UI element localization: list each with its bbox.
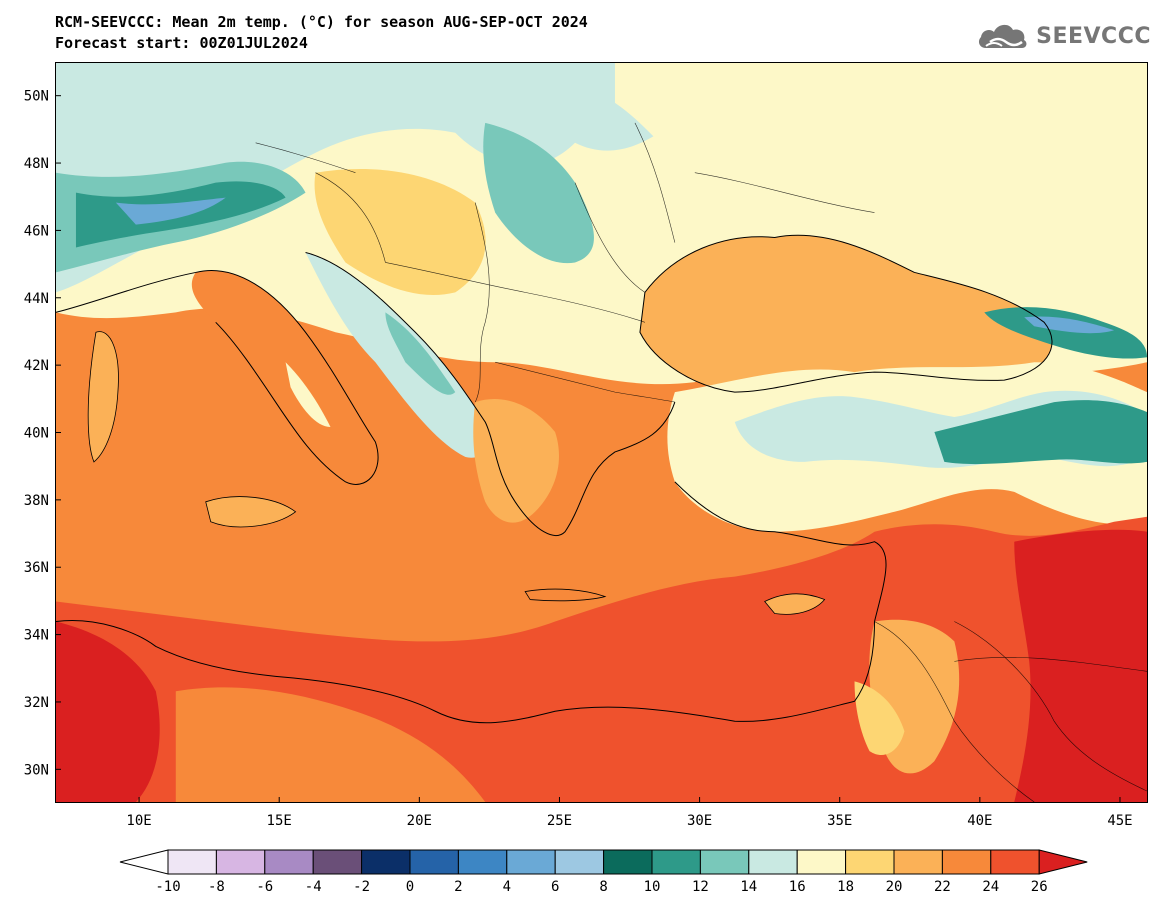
map-panel	[55, 62, 1148, 803]
coastlines	[56, 234, 1053, 724]
region-libya-coast	[175, 687, 486, 802]
colorbar-label: 16	[789, 879, 806, 895]
region-jordan-plateau	[854, 681, 905, 756]
colorbar-label: 14	[740, 879, 757, 895]
colorbar-label: -4	[305, 879, 322, 895]
colorbar-swatch	[845, 849, 895, 875]
colorbar-swatch	[167, 849, 217, 875]
colorbar-labels: -10 -8 -6 -4 -2 0 2 4 6 8 10 12 14 16 18 20 22 24 26	[155, 879, 1047, 895]
region-sahara-west	[56, 621, 160, 802]
colorbar-label: 24	[982, 879, 999, 895]
colorbar-label: 20	[886, 879, 903, 895]
region-greece	[473, 398, 560, 523]
colorbar-label: 2	[454, 879, 462, 895]
colorbar-swatch	[603, 849, 653, 875]
colorbar-swatch	[457, 849, 508, 875]
country-borders	[255, 122, 1147, 802]
region-carpathians	[483, 122, 594, 264]
colorbar-label: -2	[353, 879, 370, 895]
region-dinaric-high	[385, 312, 456, 395]
brand-name: SEEVCCC	[1036, 23, 1151, 49]
colorbar-swatch	[409, 849, 459, 875]
region-dinaric	[305, 252, 490, 458]
colorbar-swatch	[796, 849, 847, 875]
colorbar-label: 18	[837, 879, 854, 895]
colorbar-under-triangle	[119, 849, 169, 875]
colorbar-swatch	[990, 849, 1040, 875]
colorbar-label: 22	[934, 879, 951, 895]
island-crete	[524, 588, 607, 602]
colorbar-label: 12	[692, 879, 709, 895]
island-sardinia-corsica	[87, 331, 119, 463]
colorbar-swatches	[119, 849, 1088, 875]
colorbar-swatch	[312, 849, 363, 875]
region-far-north	[56, 63, 1147, 293]
colorbar-swatch	[554, 849, 605, 875]
colorbar-label: 6	[551, 879, 559, 895]
region-apennines	[285, 362, 331, 428]
colorbar-label: -6	[256, 879, 273, 895]
region-east-anatolia	[934, 400, 1147, 465]
colorbar-swatch	[893, 849, 943, 875]
temperature-map	[56, 63, 1147, 802]
colorbar-swatch	[215, 849, 266, 875]
colorbar-over-triangle	[1038, 849, 1088, 875]
colorbar-label: -10	[155, 879, 180, 895]
colorbar-label: 10	[644, 879, 661, 895]
colorbar-swatch	[941, 849, 992, 875]
brand-logo: SEEVCCC	[976, 20, 1151, 52]
title-line-2: Forecast start: 00Z01JUL2024	[55, 34, 308, 52]
colorbar-swatch	[699, 849, 750, 875]
colorbar-label: 8	[599, 879, 607, 895]
colorbar-label: 4	[503, 879, 511, 895]
region-mesopotamia	[1014, 529, 1147, 802]
region-pannonian	[314, 168, 486, 296]
title-line-1: RCM-SEEVCCC: Mean 2m temp. (°C) for seas…	[55, 13, 588, 31]
region-northeast-steppe	[614, 63, 1147, 273]
colorbar-swatch	[264, 849, 314, 875]
region-black-sea	[639, 235, 1053, 393]
map-title: RCM-SEEVCCC: Mean 2m temp. (°C) for seas…	[55, 12, 588, 54]
colorbar-swatch	[361, 849, 411, 875]
region-alps-peak	[115, 197, 226, 225]
region-italy	[191, 270, 379, 485]
island-sicily	[205, 496, 297, 528]
region-caucasus-peak	[1024, 316, 1115, 334]
colorbar-swatch	[748, 849, 798, 875]
island-cyprus	[764, 593, 826, 615]
colorbar-label: -8	[208, 879, 225, 895]
colorbar-swatch	[506, 849, 556, 875]
colorbar-label: 0	[406, 879, 414, 895]
cloud-logo-icon	[979, 24, 1027, 48]
region-caucasus	[984, 307, 1147, 359]
colorbar-swatch	[651, 849, 701, 875]
colorbar-label: 26	[1031, 879, 1048, 895]
